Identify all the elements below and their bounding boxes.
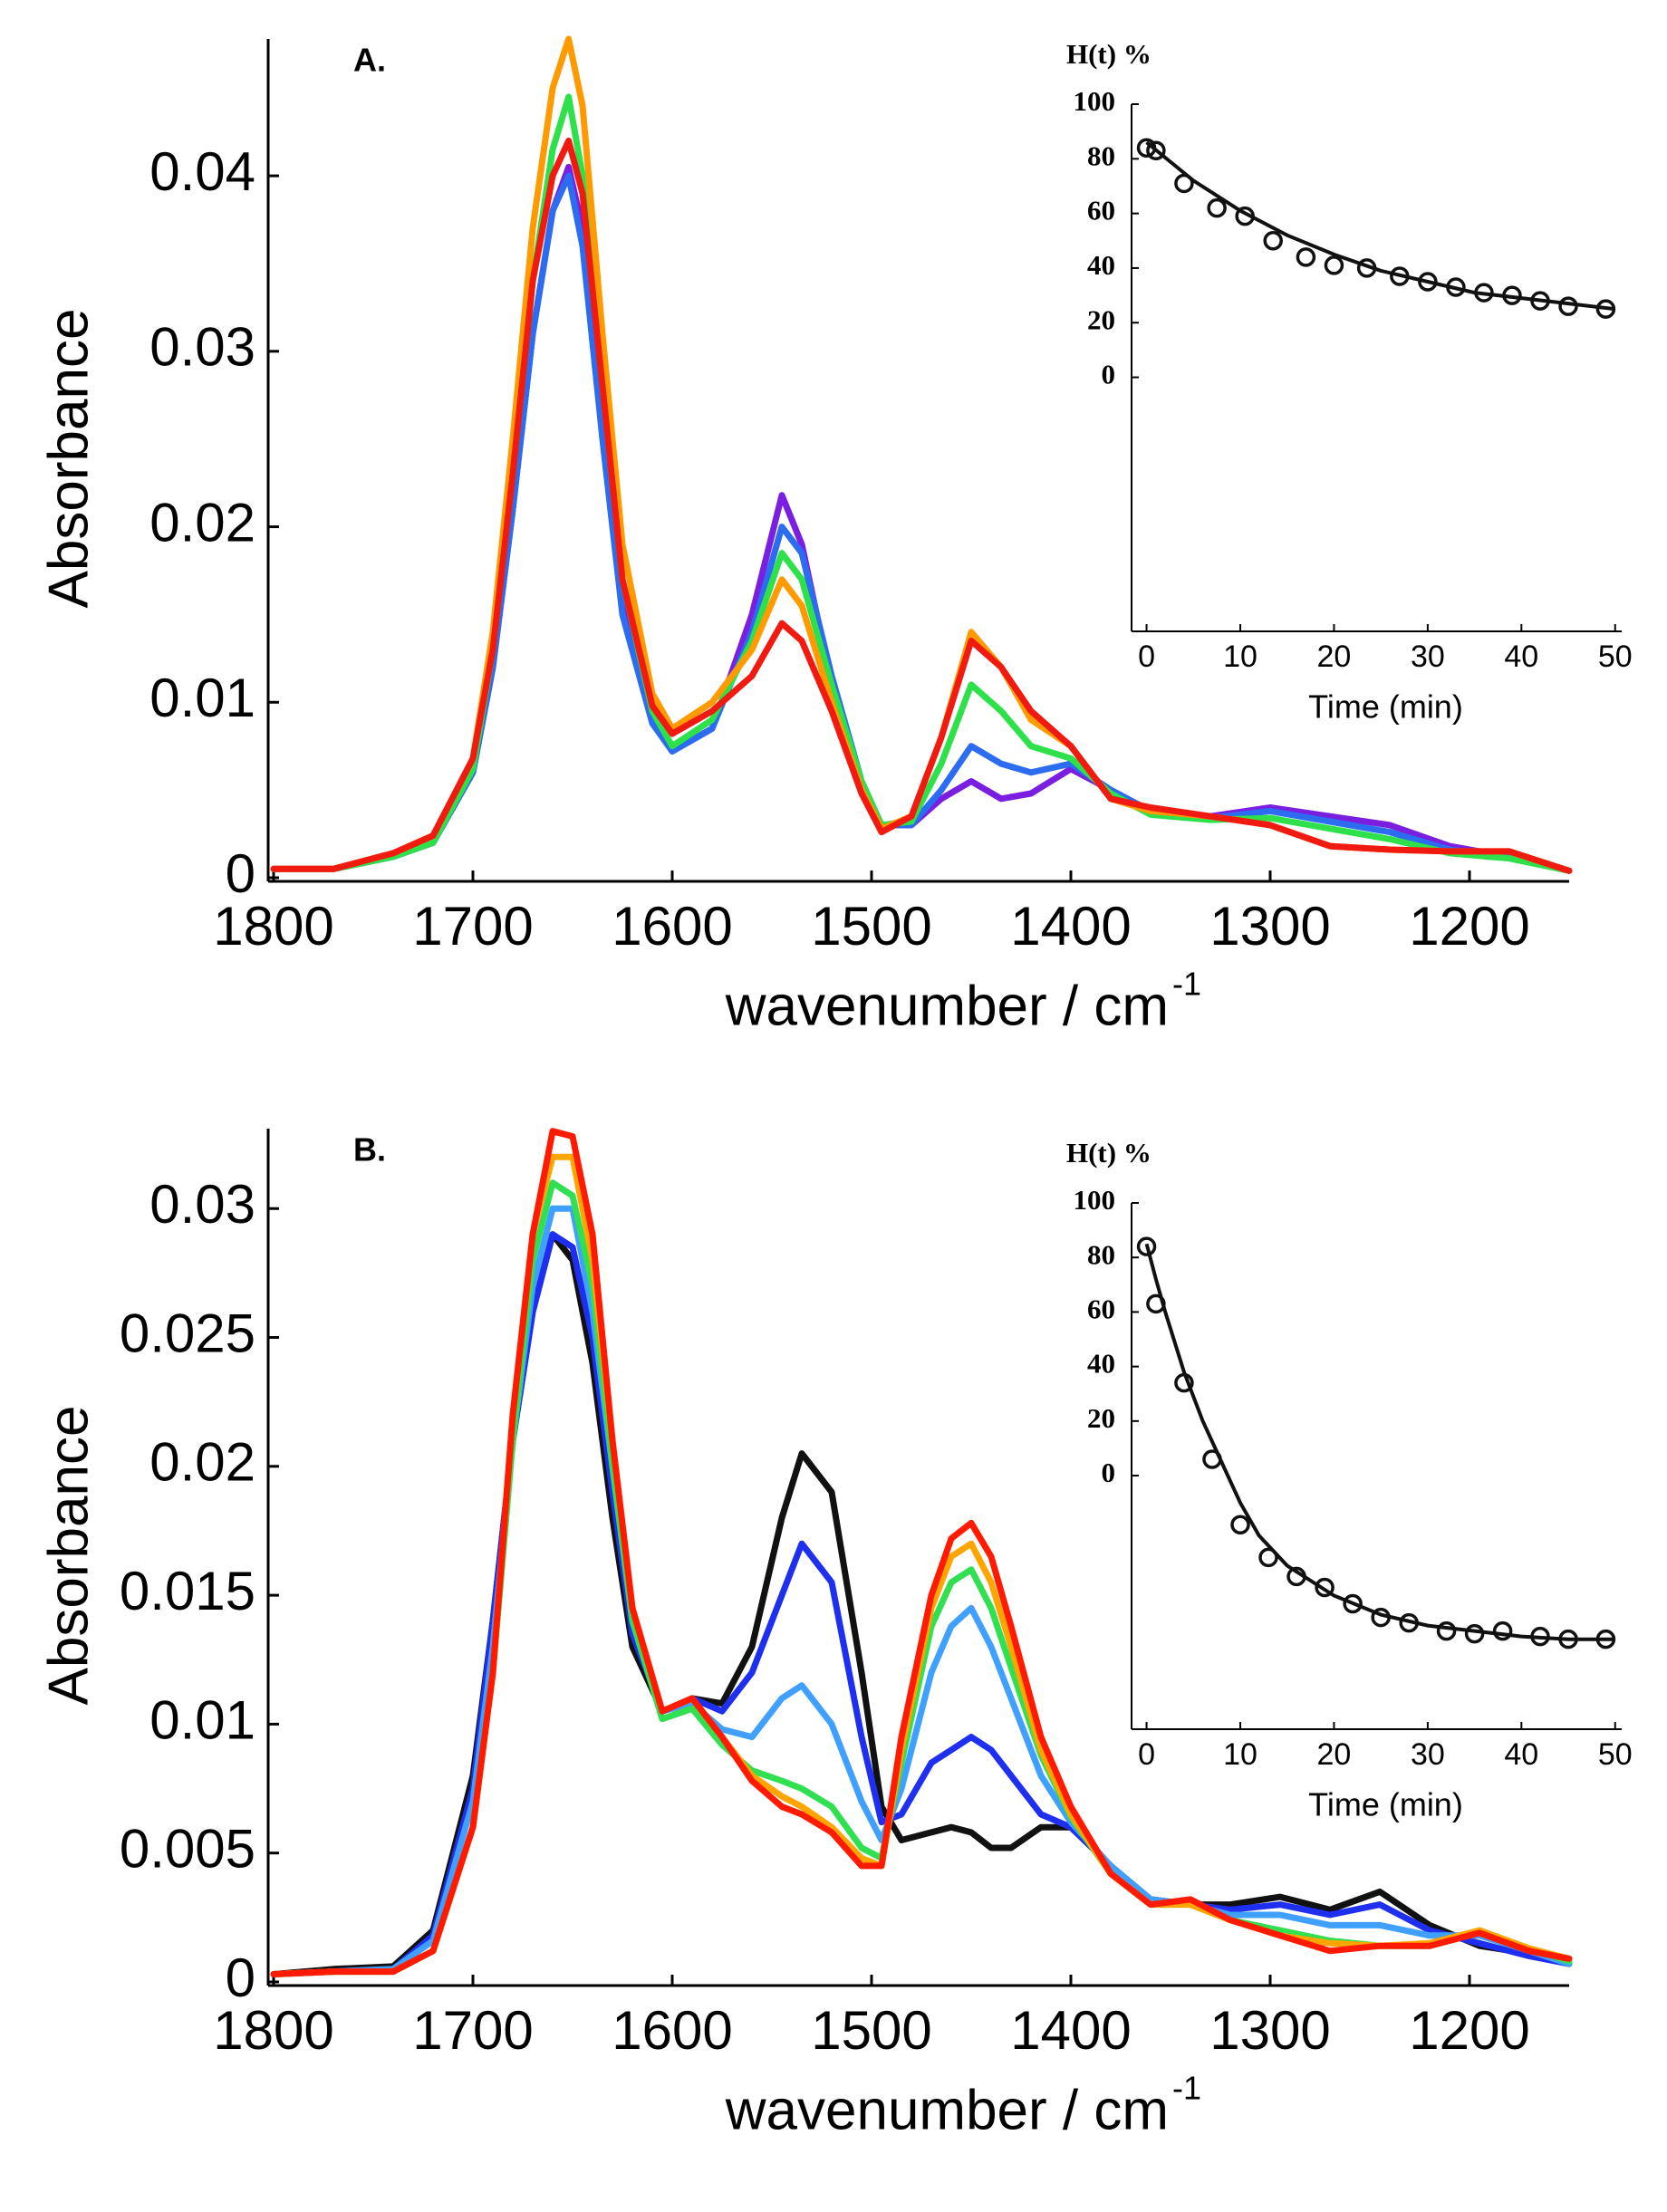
data-point [1315, 1577, 1335, 1598]
data-point [1436, 1621, 1457, 1641]
y-axis-label: H(t) % [1066, 38, 1151, 70]
panel-label: A. [353, 42, 386, 79]
x-tick-label: 30 [1411, 1737, 1445, 1772]
data-point [1343, 1593, 1363, 1614]
panel-label: B. [353, 1131, 386, 1169]
x-tick-label: 1400 [1010, 896, 1131, 957]
data-point [1492, 1621, 1513, 1641]
y-tick-label: 0.025 [120, 1303, 255, 1363]
y-tick-label: 0.02 [149, 492, 255, 553]
y-tick-label: 20 [1087, 303, 1115, 335]
data-point [1258, 1547, 1278, 1568]
y-tick-label: 100 [1074, 85, 1116, 117]
x-tick-label: 20 [1317, 1737, 1352, 1772]
x-axis-label: wavenumber / cm [725, 975, 1169, 1037]
y-tick-label: 0.015 [120, 1561, 255, 1621]
fit-line [1145, 140, 1616, 312]
y-tick-label: 0.005 [120, 1819, 255, 1880]
x-tick-label: 50 [1598, 640, 1633, 674]
x-tick-label: 10 [1223, 1737, 1257, 1772]
x-tick-label: 1300 [1209, 896, 1330, 957]
x-tick-label: 1200 [1409, 896, 1529, 957]
x-axis-label: Time (min) [1308, 1786, 1463, 1823]
x-tick-label: 20 [1317, 640, 1352, 674]
x-axis-label-superscript: -1 [1172, 966, 1201, 1003]
data-point [1418, 272, 1438, 292]
spectrum-line [270, 1205, 1573, 1977]
x-tick-label: 1600 [612, 896, 732, 957]
x-tick-label: 0 [1138, 640, 1155, 674]
y-tick-label: 0.04 [149, 141, 255, 202]
x-tick-label: 50 [1598, 1737, 1633, 1772]
y-tick-label: 80 [1087, 139, 1115, 171]
y-tick-label: 80 [1087, 1238, 1115, 1270]
y-tick-label: 0.03 [149, 317, 255, 378]
y-tick-label: 0.02 [149, 1432, 255, 1493]
data-point [1324, 255, 1344, 275]
y-tick-label: 40 [1087, 249, 1115, 281]
x-tick-label: 1700 [412, 2000, 533, 2061]
x-axis-label: Time (min) [1308, 688, 1463, 726]
spectrum-line [270, 1231, 1573, 1977]
data-point [1464, 1623, 1485, 1644]
x-tick-label: 1800 [213, 896, 333, 957]
y-tick-label: 0.01 [149, 1689, 255, 1750]
x-tick-label: 40 [1504, 1737, 1538, 1772]
spectrum-line [270, 137, 1573, 874]
y-tick-label: 60 [1087, 195, 1115, 226]
x-tick-label: 0 [1138, 1737, 1155, 1772]
data-point [1230, 1515, 1250, 1534]
x-axis-label: wavenumber / cm [725, 2079, 1169, 2141]
data-point [1136, 1236, 1157, 1256]
data-point [1207, 197, 1227, 218]
data-point [1146, 140, 1166, 161]
y-tick-label: 0 [226, 1948, 255, 2008]
fit-line [1144, 1243, 1615, 1641]
y-tick-label: 40 [1087, 1348, 1115, 1380]
data-point [1558, 296, 1578, 316]
x-tick-label: 1200 [1409, 2000, 1529, 2061]
y-axis-label: Absorbance [37, 1406, 100, 1706]
spectrum-line [270, 1128, 1573, 1977]
x-tick-label: 1800 [213, 2000, 333, 2061]
data-point [1263, 231, 1283, 251]
data-point [1296, 247, 1316, 267]
x-tick-label: 1500 [811, 2000, 931, 2061]
y-tick-label: 0 [1102, 1457, 1116, 1488]
x-tick-label: 1300 [1209, 2000, 1330, 2061]
x-axis-label-superscript: -1 [1172, 2070, 1201, 2107]
y-axis-label: H(t) % [1066, 1137, 1151, 1169]
y-tick-label: 0 [1102, 359, 1116, 390]
spectrum-line [270, 93, 1573, 874]
y-tick-label: 20 [1087, 1402, 1115, 1434]
y-tick-label: 0.03 [149, 1174, 255, 1235]
y-tick-label: 100 [1074, 1184, 1116, 1216]
spectrum-line [270, 35, 1573, 874]
spectrum-line [270, 1231, 1573, 1977]
y-tick-label: 0 [226, 843, 255, 904]
x-tick-label: 10 [1223, 640, 1257, 674]
x-tick-label: 1600 [612, 2000, 732, 2061]
y-tick-label: 60 [1087, 1294, 1115, 1325]
x-tick-label: 1700 [412, 896, 533, 957]
x-tick-label: 40 [1504, 640, 1538, 674]
y-tick-label: 0.01 [149, 668, 255, 728]
spectrum-line [270, 1179, 1573, 1977]
x-tick-label: 1400 [1010, 2000, 1131, 2061]
x-tick-label: 1500 [811, 896, 931, 957]
y-axis-label: Absorbance [37, 309, 100, 609]
x-tick-label: 30 [1411, 640, 1445, 674]
